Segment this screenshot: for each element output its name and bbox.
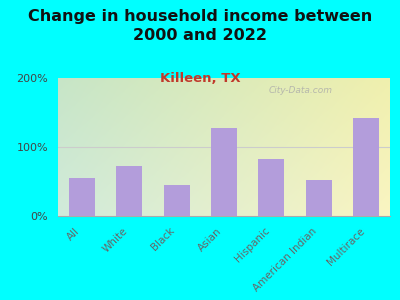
Text: Change in household income between
2000 and 2022: Change in household income between 2000 … <box>28 9 372 43</box>
Text: Killeen, TX: Killeen, TX <box>160 72 240 85</box>
Bar <box>116 166 142 216</box>
Bar <box>306 180 332 216</box>
Bar <box>69 178 95 216</box>
Bar <box>353 118 379 216</box>
Bar <box>211 128 237 216</box>
Bar <box>164 185 190 216</box>
Bar <box>258 159 284 216</box>
Text: City-Data.com: City-Data.com <box>268 86 332 95</box>
